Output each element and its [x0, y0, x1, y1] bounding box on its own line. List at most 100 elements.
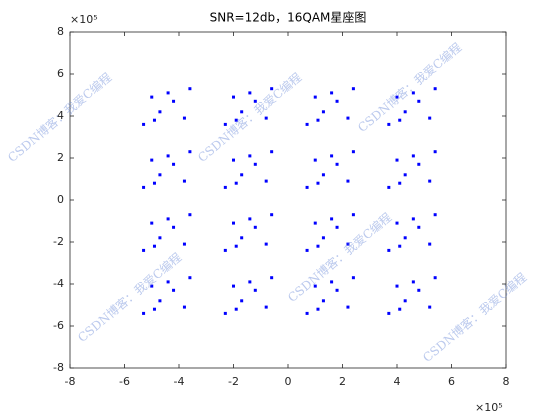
point [346, 305, 350, 309]
point [152, 181, 156, 185]
point [417, 162, 421, 166]
point [188, 150, 192, 154]
point [346, 179, 350, 183]
point [346, 242, 350, 246]
point [403, 173, 407, 177]
point [433, 150, 437, 154]
point [305, 185, 309, 189]
x-tick-label: 8 [503, 375, 510, 388]
point [264, 305, 268, 309]
point [264, 242, 268, 246]
point [240, 299, 244, 303]
point [223, 248, 227, 252]
point [387, 185, 391, 189]
point [428, 305, 432, 309]
point [234, 244, 238, 248]
point [395, 221, 399, 225]
point [335, 162, 339, 166]
y-tick-label: 4 [57, 109, 64, 122]
point [398, 307, 402, 311]
point [321, 299, 325, 303]
point [305, 248, 309, 252]
point [398, 118, 402, 122]
point [321, 110, 325, 114]
point [433, 87, 437, 91]
point [264, 179, 268, 183]
x-tick-label: 0 [285, 375, 292, 388]
point [316, 244, 320, 248]
point [142, 185, 146, 189]
point [313, 158, 317, 162]
point [387, 248, 391, 252]
point [158, 110, 162, 114]
point [232, 221, 235, 225]
point [428, 179, 432, 183]
point [411, 217, 415, 221]
point [142, 122, 146, 126]
point [330, 217, 334, 221]
point [253, 162, 257, 166]
y-tick-label: -6 [53, 319, 64, 332]
point [428, 242, 432, 246]
point [182, 116, 186, 120]
x-tick-label: -6 [119, 375, 130, 388]
point [330, 91, 334, 95]
point [428, 116, 432, 120]
point [152, 307, 156, 311]
point [240, 236, 244, 240]
point [313, 95, 317, 99]
point [417, 288, 421, 292]
point [232, 158, 235, 162]
point [264, 116, 268, 120]
chart-title: SNR=12db，16QAM星座图 [210, 10, 367, 25]
point [433, 276, 437, 280]
point [321, 173, 325, 177]
point [223, 185, 227, 189]
point [152, 244, 156, 248]
point [403, 299, 407, 303]
point [335, 99, 339, 103]
y-tick-label: -8 [53, 361, 64, 374]
point [223, 122, 227, 126]
point [253, 99, 257, 103]
point [313, 221, 317, 225]
point [270, 213, 274, 217]
point [313, 284, 317, 288]
x-tick-label: 4 [394, 375, 401, 388]
y-exponent: ×10⁵ [70, 13, 98, 26]
y-tick-label: 8 [57, 25, 64, 38]
point [351, 87, 355, 91]
point [351, 150, 355, 154]
point [166, 91, 170, 95]
x-tick-label: -2 [228, 375, 239, 388]
point [253, 288, 257, 292]
point [248, 154, 252, 158]
point [188, 213, 192, 217]
point [403, 236, 407, 240]
point [150, 221, 154, 225]
point [411, 154, 415, 158]
point [253, 225, 257, 229]
point [403, 110, 407, 114]
x-tick-label: 6 [448, 375, 455, 388]
point [240, 173, 244, 177]
point [330, 280, 334, 284]
point [158, 236, 162, 240]
point [305, 122, 309, 126]
point [142, 248, 146, 252]
point [188, 87, 192, 91]
point [417, 225, 421, 229]
point [395, 284, 399, 288]
point [234, 118, 238, 122]
y-tick-label: 2 [57, 151, 64, 164]
y-tick-label: 0 [57, 193, 64, 206]
point [158, 173, 162, 177]
point [182, 242, 186, 246]
x-tick-label: 2 [339, 375, 346, 388]
point [316, 181, 320, 185]
point [398, 244, 402, 248]
point [248, 280, 252, 284]
point [172, 225, 176, 229]
